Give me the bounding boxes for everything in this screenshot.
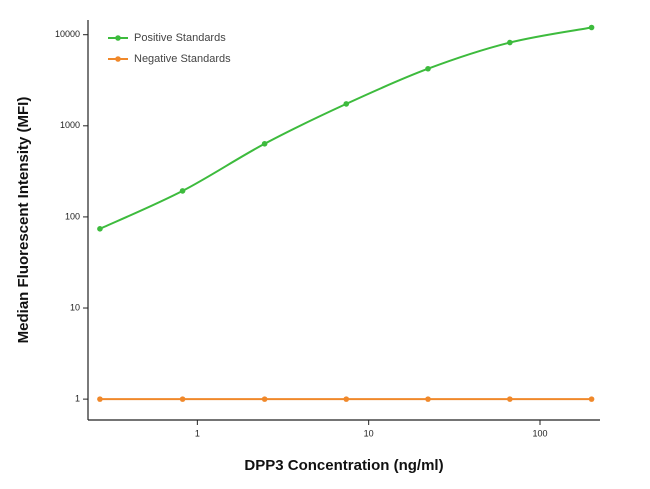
data-point [425,65,431,72]
data-point [179,188,186,194]
y-tick-label: 100 [65,211,80,221]
data-point [588,24,595,31]
data-point [343,396,350,402]
legend-label: Positive Standards [134,32,226,44]
data-point [97,396,103,402]
data-point [425,396,431,402]
x-tick-label: 10 [364,428,374,438]
y-tick-label: 10 [70,302,80,312]
data-point [261,396,268,402]
x-axis-title: DPP3 Concentration (ng/ml) [244,457,443,474]
data-point [97,226,103,232]
legend-marker [115,35,121,41]
y-tick-label: 1 [75,393,80,403]
y-axis-title: Median Fluorescent Intensity (MFI) [15,97,32,344]
data-point [343,101,350,107]
data-point [507,39,513,46]
x-tick-label: 1 [195,428,200,438]
data-point [179,396,186,402]
data-point [507,396,513,402]
x-tick-label: 100 [532,428,547,438]
legend-label: Negative Standards [134,53,231,65]
legend-marker [115,56,121,62]
data-point [588,396,595,402]
y-tick-label: 1000 [60,120,80,130]
y-tick-label: 10000 [55,29,80,39]
data-point [261,140,268,147]
